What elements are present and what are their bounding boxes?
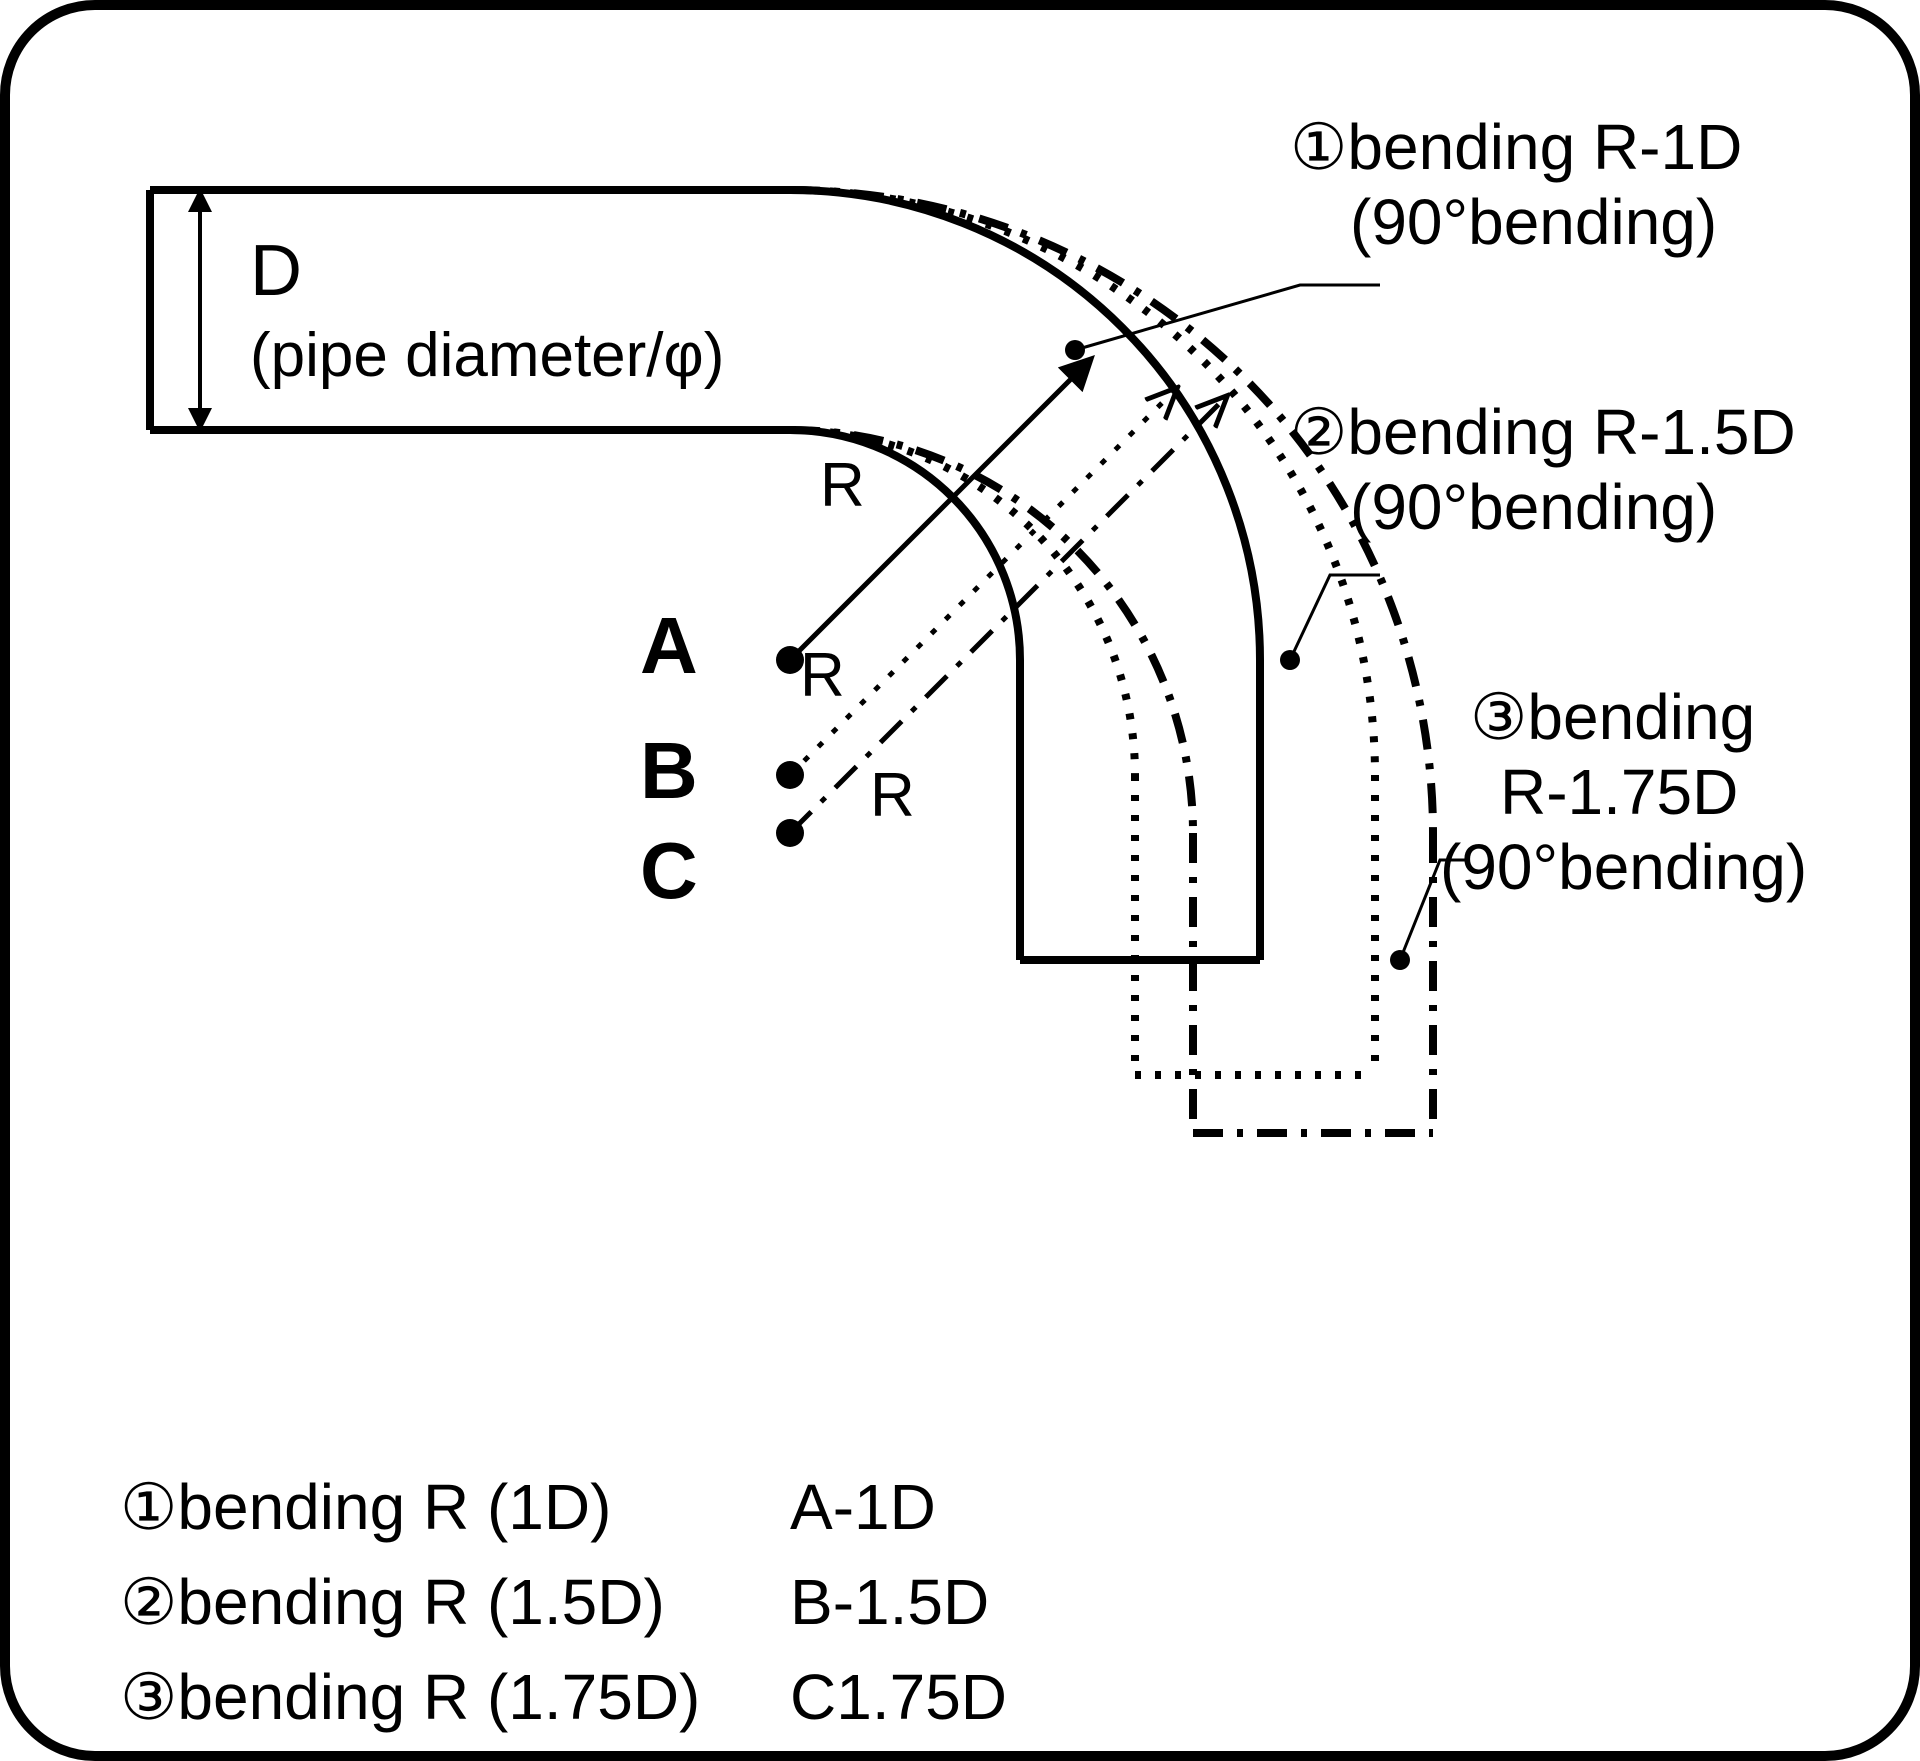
d-label: D [250,230,302,312]
center-label-b: B [640,725,698,817]
callout-2-line2: (90°bending) [1350,470,1717,544]
r-label-c: R [870,760,915,831]
callout-1-line1: ①bending R-1D [1290,110,1742,185]
legend-row-1-right: A-1D [790,1470,936,1544]
callout-3-line1: ③bending [1470,680,1755,755]
center-label-a: A [640,600,698,692]
legend-row-3-left: ③bending R (1.75D) [120,1660,700,1735]
legend-row-1-left: ①bending R (1D) [120,1470,611,1545]
callout-3-line3: (90°bending) [1440,830,1807,904]
callout-1-line2: (90°bending) [1350,185,1717,259]
legend-row-2-left: ②bending R (1.5D) [120,1565,665,1640]
legend-row-3-right: C1.75D [790,1660,1007,1734]
center-label-c: C [640,825,698,917]
callout-2-line1: ②bending R-1.5D [1290,395,1796,470]
legend-row-2-right: B-1.5D [790,1565,989,1639]
diagram-frame: D (pipe diameter/φ) A B C R R R ①bending… [0,0,1920,1761]
d-sublabel: (pipe diameter/φ) [250,320,724,391]
callout-3-line2: R-1.75D [1500,755,1738,829]
r-label-a: R [820,450,865,521]
r-label-b: R [800,640,845,711]
